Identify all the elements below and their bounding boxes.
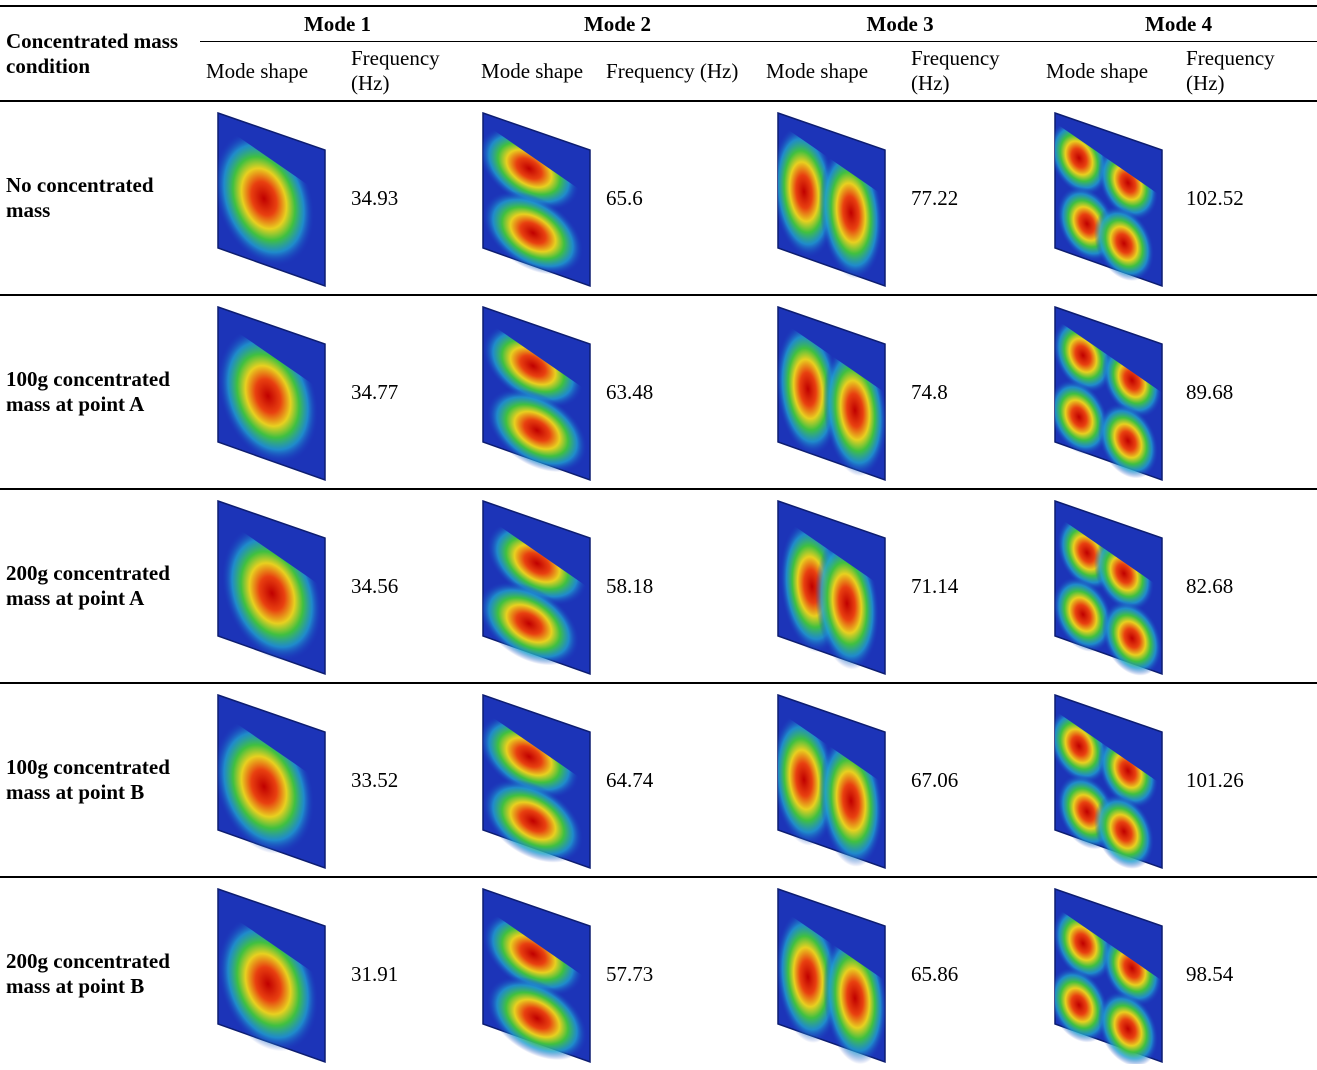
mode-shape-plot [213, 496, 333, 676]
frequency-value: 67.06 [905, 683, 1040, 877]
frequency-value: 98.54 [1180, 877, 1317, 1070]
mode-header: Mode 4 [1040, 6, 1317, 42]
condition-label: 200g concentrated mass at point A [0, 489, 200, 683]
frequency-value: 82.68 [1180, 489, 1317, 683]
mode-shape-plot [773, 496, 893, 676]
frequency-value: 31.91 [345, 877, 475, 1070]
mode-shape-cell [1040, 489, 1180, 683]
shape-header: Mode shape [1040, 42, 1180, 102]
mode-shape-plot [773, 690, 893, 870]
mode-shape-cell [760, 877, 905, 1070]
frequency-value: 58.18 [600, 489, 760, 683]
table-row: 200g concentrated mass at point B 31.91 … [0, 877, 1317, 1070]
frequency-value: 101.26 [1180, 683, 1317, 877]
frequency-header: Frequency (Hz) [905, 42, 1040, 102]
mode-header: Mode 2 [475, 6, 760, 42]
mode-shape-plot [1050, 884, 1170, 1064]
frequency-value: 65.86 [905, 877, 1040, 1070]
table-row: 100g concentrated mass at point A 34.77 … [0, 295, 1317, 489]
frequency-value: 64.74 [600, 683, 760, 877]
mode-shape-cell [760, 683, 905, 877]
mode-shape-plot [1050, 108, 1170, 288]
frequency-value: 102.52 [1180, 101, 1317, 295]
frequency-header: Frequency (Hz) [600, 42, 760, 102]
frequency-value: 89.68 [1180, 295, 1317, 489]
mode-shape-plot [213, 884, 333, 1064]
frequency-value: 71.14 [905, 489, 1040, 683]
mode-shape-plot [478, 496, 598, 676]
frequency-header: Frequency (Hz) [345, 42, 475, 102]
mode-shape-cell [475, 101, 600, 295]
frequency-value: 65.6 [600, 101, 760, 295]
mode-shape-cell [1040, 683, 1180, 877]
page: {"header": {"condition": "Concentrated m… [0, 0, 1317, 1061]
frequency-value: 34.56 [345, 489, 475, 683]
mode-shape-cell [1040, 877, 1180, 1070]
frequency-value: 57.73 [600, 877, 760, 1070]
mode-shape-plot [1050, 690, 1170, 870]
shape-header: Mode shape [475, 42, 600, 102]
mode-header: Mode 1 [200, 6, 475, 42]
mode-shape-plot [478, 108, 598, 288]
condition-label: No concentrated mass [0, 101, 200, 295]
condition-header: Concentrated mass condition [0, 6, 200, 101]
mode-shape-plot [478, 302, 598, 482]
mode-shape-cell [1040, 295, 1180, 489]
mode-shape-plot [1050, 496, 1170, 676]
mode-shape-cell [200, 295, 345, 489]
mode-shape-plot [213, 108, 333, 288]
table-row: No concentrated mass 34.93 65.6 77.22 10… [0, 101, 1317, 295]
shape-header: Mode shape [760, 42, 905, 102]
mode-shape-plot [213, 690, 333, 870]
frequency-value: 63.48 [600, 295, 760, 489]
frequency-value: 33.52 [345, 683, 475, 877]
mode-shape-plot [478, 884, 598, 1064]
condition-label: 100g concentrated mass at point A [0, 295, 200, 489]
mode-shape-cell [475, 489, 600, 683]
table-row: 100g concentrated mass at point B 33.52 … [0, 683, 1317, 877]
frequency-value: 34.77 [345, 295, 475, 489]
frequency-value: 34.93 [345, 101, 475, 295]
mode-shape-cell [200, 683, 345, 877]
mode-shape-plot [773, 108, 893, 288]
shape-header: Mode shape [200, 42, 345, 102]
mode-shape-cell [200, 101, 345, 295]
mode-shape-plot [213, 302, 333, 482]
mode-shape-cell [760, 101, 905, 295]
mode-shape-plot [478, 690, 598, 870]
condition-label: 200g concentrated mass at point B [0, 877, 200, 1070]
mode-shape-cell [475, 877, 600, 1070]
mode-shape-cell [760, 489, 905, 683]
mode-shape-plot [1050, 302, 1170, 482]
mode-shape-plot [773, 884, 893, 1064]
mode-shape-cell [475, 683, 600, 877]
mode-shape-cell [760, 295, 905, 489]
mode-shape-cell [1040, 101, 1180, 295]
frequency-value: 74.8 [905, 295, 1040, 489]
mode-shape-cell [475, 295, 600, 489]
table-row: 200g concentrated mass at point A 34.56 … [0, 489, 1317, 683]
mode-shape-cell [200, 489, 345, 683]
frequency-value: 77.22 [905, 101, 1040, 295]
condition-label: 100g concentrated mass at point B [0, 683, 200, 877]
mode-shape-plot [773, 302, 893, 482]
frequency-header: Frequency (Hz) [1180, 42, 1317, 102]
mode-shape-cell [200, 877, 345, 1070]
mode-header: Mode 3 [760, 6, 1040, 42]
